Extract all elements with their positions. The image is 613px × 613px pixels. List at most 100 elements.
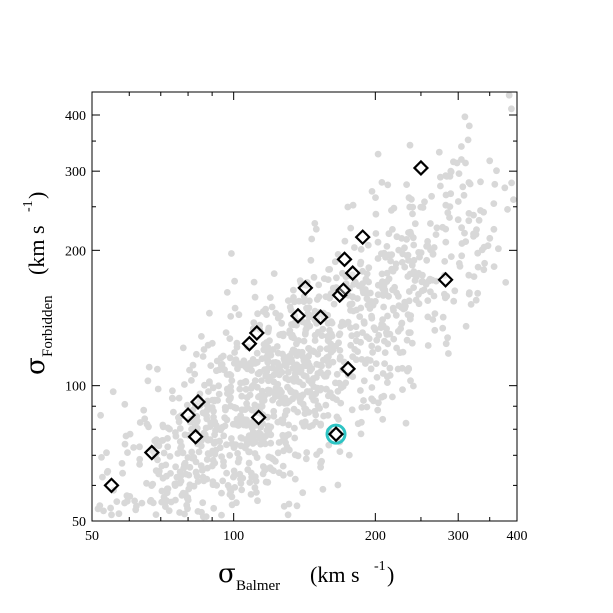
cloud-point [315, 293, 323, 301]
cloud-point [424, 297, 432, 304]
cloud-point [344, 203, 352, 211]
cloud-point [333, 274, 340, 282]
cloud-point [296, 395, 303, 402]
cloud-point [130, 444, 138, 451]
cloud-point [169, 387, 176, 395]
cloud-point [306, 367, 314, 375]
cloud-point [265, 377, 272, 385]
x-axis-unit: (km s [310, 562, 360, 587]
cloud-point [381, 360, 388, 367]
cloud-point [352, 323, 360, 331]
highlight-circle [325, 423, 347, 445]
cloud-point [243, 441, 251, 448]
cloud-point [446, 173, 454, 180]
data-point-diamond [437, 271, 454, 288]
cloud-point [254, 383, 261, 391]
cloud-point [271, 389, 278, 397]
cloud-point [264, 478, 272, 486]
cloud-point [346, 301, 354, 309]
cloud-point [437, 173, 444, 181]
cloud-point [104, 467, 112, 475]
cloud-point [333, 370, 341, 378]
cloud-point [237, 379, 245, 387]
cloud-point [405, 288, 413, 295]
cloud-point [360, 318, 368, 326]
cloud-point [136, 461, 144, 468]
cloud-point [227, 313, 235, 320]
cloud-point [326, 326, 333, 334]
cloud-point [461, 229, 468, 237]
cloud-point [363, 403, 371, 411]
cloud-point [188, 454, 196, 462]
x-tick-label: 300 [448, 529, 469, 544]
cloud-point [335, 339, 342, 347]
cloud-point [350, 281, 358, 288]
cloud-point [226, 386, 234, 393]
cloud-point [290, 294, 297, 301]
cloud-point [291, 434, 299, 442]
y-tick-label: 100 [65, 380, 86, 395]
cloud-point [209, 384, 217, 392]
cloud-point [215, 390, 223, 398]
cloud-point [385, 275, 393, 283]
cloud-point [290, 321, 297, 329]
cloud-point [235, 422, 242, 429]
cloud-point [435, 148, 443, 156]
cloud-point [312, 225, 320, 233]
cloud-point [442, 201, 450, 209]
cloud-point [306, 297, 313, 305]
cloud-point [243, 436, 250, 443]
cloud-point [394, 365, 402, 373]
cloud-point [179, 344, 187, 352]
cloud-point [209, 481, 217, 489]
cloud-point [281, 411, 289, 419]
cloud-point [287, 306, 295, 314]
cloud-point [193, 472, 201, 480]
cloud-point [458, 252, 466, 260]
cloud-point [368, 342, 376, 350]
cloud-point [274, 449, 282, 457]
cloud-point [193, 350, 200, 358]
cloud-point [188, 377, 195, 384]
cloud-point [419, 204, 427, 211]
cloud-point [279, 332, 287, 340]
data-point-diamond [344, 265, 361, 282]
data-point-diamond [189, 393, 207, 411]
cloud-point [367, 365, 375, 373]
cloud-point [481, 259, 488, 267]
y-tick-label: 50 [72, 515, 86, 530]
cloud-point [300, 337, 308, 345]
cloud-point [152, 511, 160, 518]
cloud-point [333, 396, 340, 403]
cloud-point [504, 206, 511, 213]
cloud-point [281, 353, 288, 361]
cloud-point [159, 421, 167, 429]
cloud-point [143, 479, 150, 487]
cloud-point [442, 191, 450, 199]
cloud-point [322, 385, 330, 393]
cloud-point [265, 344, 272, 352]
cloud-point [368, 188, 376, 195]
cloud-point [251, 438, 259, 446]
cloud-point [275, 371, 283, 379]
cloud-point [470, 273, 478, 280]
cloud-point [218, 453, 226, 460]
cloud-point [486, 157, 494, 165]
cloud-point [226, 452, 234, 459]
cloud-point [484, 242, 492, 250]
cloud-point [109, 388, 117, 396]
cloud-point [231, 349, 239, 356]
cloud-point [353, 337, 360, 345]
cloud-point [288, 358, 296, 366]
cloud-point [431, 326, 439, 334]
cloud-point [317, 459, 324, 467]
cloud-point [445, 350, 452, 357]
cloud-point [410, 382, 417, 390]
cloud-point [258, 377, 265, 384]
cloud-point [305, 304, 313, 312]
cloud-point [229, 420, 237, 428]
cloud-point [387, 257, 394, 265]
cloud-point [195, 448, 203, 456]
cloud-point [269, 364, 276, 372]
